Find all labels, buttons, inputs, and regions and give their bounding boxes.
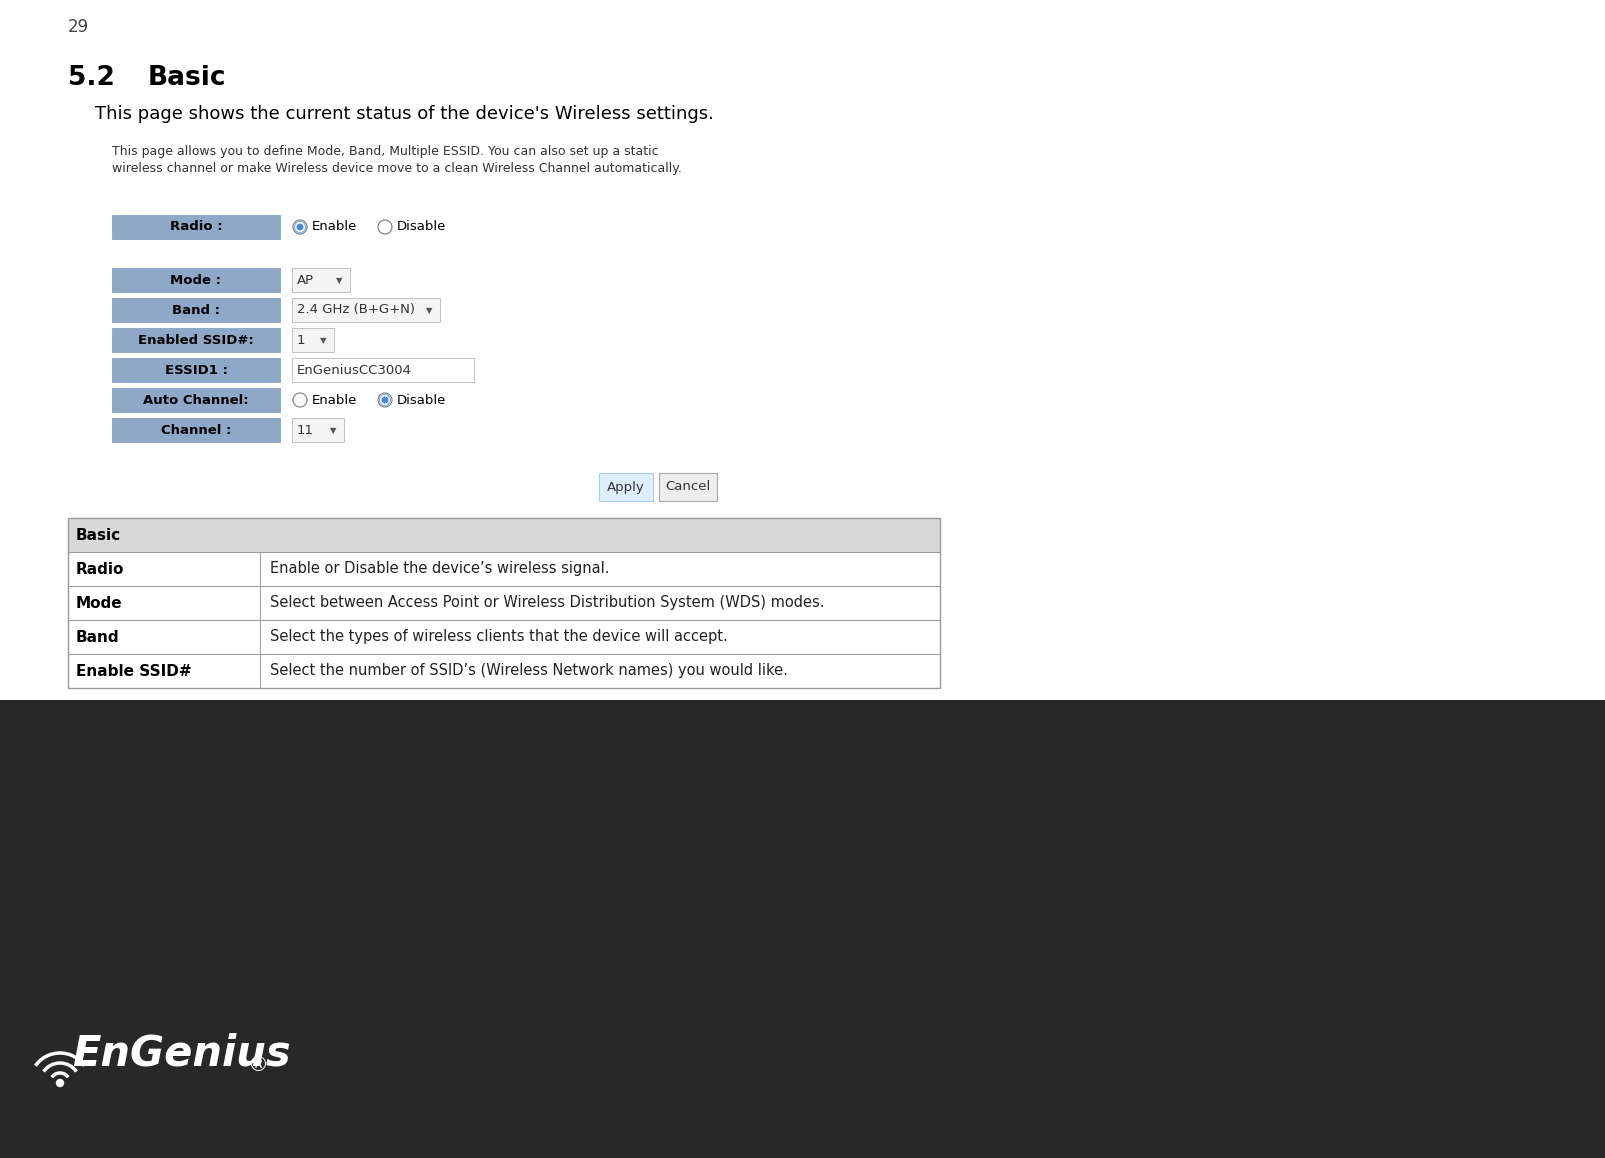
Circle shape <box>292 220 307 234</box>
FancyBboxPatch shape <box>67 620 939 654</box>
Text: Radio: Radio <box>75 562 124 577</box>
FancyBboxPatch shape <box>112 328 279 352</box>
Text: Basic: Basic <box>148 65 226 91</box>
Text: Band: Band <box>75 630 119 645</box>
FancyBboxPatch shape <box>112 267 279 292</box>
Circle shape <box>297 223 303 230</box>
Text: Enable: Enable <box>311 220 358 234</box>
FancyBboxPatch shape <box>67 654 939 688</box>
FancyBboxPatch shape <box>292 298 440 322</box>
Text: Disable: Disable <box>396 394 446 406</box>
FancyBboxPatch shape <box>292 358 473 382</box>
FancyBboxPatch shape <box>658 472 716 501</box>
Text: Disable: Disable <box>396 220 446 234</box>
Text: This page shows the current status of the device's Wireless settings.: This page shows the current status of th… <box>95 105 714 123</box>
Text: 29: 29 <box>67 19 88 36</box>
FancyBboxPatch shape <box>112 215 279 239</box>
Text: 2.4 GHz (B+G+N): 2.4 GHz (B+G+N) <box>297 303 414 316</box>
FancyBboxPatch shape <box>292 418 343 442</box>
Text: 11: 11 <box>297 424 315 437</box>
Text: Enable: Enable <box>311 394 358 406</box>
Text: EnGenius: EnGenius <box>72 1033 291 1075</box>
Circle shape <box>377 393 392 406</box>
Text: Band :: Band : <box>172 303 220 316</box>
FancyBboxPatch shape <box>112 388 279 412</box>
Text: wireless channel or make Wireless device move to a clean Wireless Channel automa: wireless channel or make Wireless device… <box>112 162 682 175</box>
Text: Radio :: Radio : <box>170 220 221 234</box>
FancyBboxPatch shape <box>599 472 653 501</box>
FancyBboxPatch shape <box>67 518 939 552</box>
Circle shape <box>56 1079 64 1086</box>
Text: ®: ® <box>247 1055 268 1075</box>
Text: Basic: Basic <box>75 528 120 542</box>
FancyBboxPatch shape <box>112 298 279 322</box>
Text: Select the types of wireless clients that the device will accept.: Select the types of wireless clients tha… <box>270 630 727 645</box>
Text: 1: 1 <box>297 334 305 346</box>
FancyBboxPatch shape <box>292 328 334 352</box>
FancyBboxPatch shape <box>292 267 350 292</box>
Text: Select the number of SSID’s (Wireless Network names) you would like.: Select the number of SSID’s (Wireless Ne… <box>270 664 788 679</box>
Text: Mode :: Mode : <box>170 273 221 286</box>
Text: ▼: ▼ <box>329 426 337 435</box>
Text: Enabled SSID#:: Enabled SSID#: <box>138 334 254 346</box>
FancyBboxPatch shape <box>112 358 279 382</box>
Circle shape <box>292 393 307 406</box>
Text: ESSID1 :: ESSID1 : <box>164 364 228 376</box>
Text: Enable or Disable the device’s wireless signal.: Enable or Disable the device’s wireless … <box>270 562 610 577</box>
Text: Enable SSID#: Enable SSID# <box>75 664 191 679</box>
Circle shape <box>377 220 392 234</box>
Text: Apply: Apply <box>607 481 645 493</box>
Text: Auto Channel:: Auto Channel: <box>143 394 249 406</box>
Text: Select between Access Point or Wireless Distribution System (WDS) modes.: Select between Access Point or Wireless … <box>270 595 823 610</box>
FancyBboxPatch shape <box>0 699 1605 1158</box>
Text: Mode: Mode <box>75 595 122 610</box>
Text: This page allows you to define Mode, Band, Multiple ESSID. You can also set up a: This page allows you to define Mode, Ban… <box>112 145 658 157</box>
FancyBboxPatch shape <box>67 552 939 586</box>
Text: Cancel: Cancel <box>664 481 709 493</box>
Text: 5.2: 5.2 <box>67 65 116 91</box>
Text: Channel :: Channel : <box>160 424 231 437</box>
Text: EnGeniusCC3004: EnGeniusCC3004 <box>297 364 412 376</box>
Circle shape <box>382 396 388 403</box>
FancyBboxPatch shape <box>112 418 279 442</box>
Text: AP: AP <box>297 273 315 286</box>
Text: ▼: ▼ <box>425 307 432 315</box>
FancyBboxPatch shape <box>67 586 939 620</box>
Text: ▼: ▼ <box>335 277 342 286</box>
Text: ▼: ▼ <box>319 337 326 345</box>
